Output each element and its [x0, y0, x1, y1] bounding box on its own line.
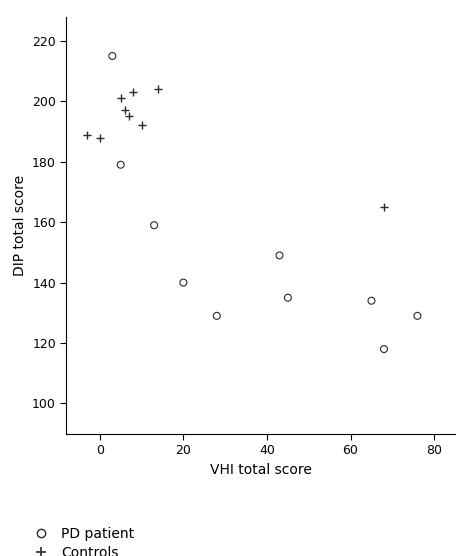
Point: [96, 133, 104, 142]
Point: [368, 296, 375, 305]
Point: [150, 221, 158, 230]
Point: [380, 345, 388, 354]
Point: [117, 160, 125, 169]
Point: [414, 311, 421, 320]
Point: [380, 202, 388, 211]
Y-axis label: DIP total score: DIP total score: [12, 175, 27, 276]
Point: [213, 311, 220, 320]
Point: [125, 112, 133, 121]
X-axis label: VHI total score: VHI total score: [210, 463, 311, 476]
Point: [180, 278, 187, 287]
Point: [109, 52, 116, 61]
Point: [83, 130, 91, 139]
Point: [276, 251, 283, 260]
Legend: PD patient, Controls: PD patient, Controls: [27, 527, 135, 556]
Point: [121, 106, 128, 115]
Point: [138, 121, 146, 130]
Point: [129, 88, 137, 97]
Point: [117, 94, 125, 103]
Point: [284, 293, 292, 302]
Point: [155, 85, 162, 93]
